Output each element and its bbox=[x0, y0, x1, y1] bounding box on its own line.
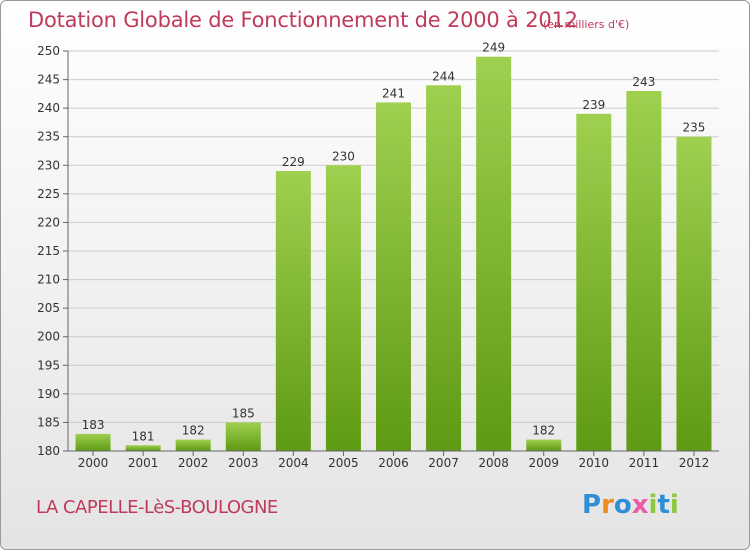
y-tick-label: 205 bbox=[37, 301, 60, 315]
data-label: 241 bbox=[382, 86, 405, 100]
logo-letter: i bbox=[648, 490, 658, 520]
data-label: 230 bbox=[332, 149, 355, 163]
y-tick-label: 230 bbox=[37, 158, 60, 172]
axes bbox=[63, 50, 719, 456]
labels: 180 185 190 195 200 205 210 215 220 225 230 235 240 2… bbox=[37, 41, 709, 470]
bar-2000 bbox=[75, 433, 111, 451]
data-label: 185 bbox=[232, 406, 255, 420]
x-tick-label: 2004 bbox=[278, 456, 309, 470]
y-tick-label: 190 bbox=[37, 387, 60, 401]
data-label: 249 bbox=[482, 41, 505, 55]
x-tick-label: 2008 bbox=[478, 456, 509, 470]
y-tick-label: 250 bbox=[37, 44, 60, 58]
y-tick-label: 225 bbox=[37, 187, 60, 201]
x-tick-label: 2009 bbox=[528, 456, 559, 470]
chart-subtitle: (en milliers d'€) bbox=[543, 18, 630, 31]
data-label: 244 bbox=[432, 69, 455, 83]
y-tick-label: 215 bbox=[37, 244, 60, 258]
bars bbox=[75, 56, 712, 452]
bar-2006 bbox=[376, 102, 411, 451]
logo-letter: t bbox=[657, 490, 670, 520]
data-label: 239 bbox=[582, 98, 605, 112]
data-label: 243 bbox=[632, 75, 655, 89]
data-label: 229 bbox=[282, 155, 305, 169]
logo-letter: x bbox=[631, 490, 649, 520]
logo-letter: r bbox=[601, 490, 614, 520]
x-tick-label: 2000 bbox=[78, 456, 109, 470]
data-label: 182 bbox=[532, 424, 555, 438]
x-tick-label: 2003 bbox=[228, 456, 259, 470]
bar-2002 bbox=[175, 439, 211, 451]
bar-2011 bbox=[626, 91, 662, 451]
proxiti-logo: Proxiti bbox=[582, 490, 679, 520]
bar-2001 bbox=[125, 445, 161, 451]
x-tick-label: 2002 bbox=[178, 456, 209, 470]
data-label: 181 bbox=[132, 429, 155, 443]
x-tick-label: 2010 bbox=[579, 456, 610, 470]
logo-letter: o bbox=[613, 490, 632, 520]
bar-2008 bbox=[476, 56, 512, 451]
bar-2010 bbox=[576, 113, 612, 451]
y-tick-label: 200 bbox=[37, 330, 60, 344]
bar-2004 bbox=[275, 171, 311, 451]
y-tick-label: 180 bbox=[37, 444, 60, 458]
y-tick-label: 240 bbox=[37, 101, 60, 115]
bar-2012 bbox=[676, 136, 712, 451]
bar-2009 bbox=[526, 439, 562, 451]
data-label: 182 bbox=[182, 424, 205, 438]
x-tick-label: 2005 bbox=[328, 456, 359, 470]
data-label: 235 bbox=[683, 121, 706, 135]
y-tick-label: 210 bbox=[37, 273, 60, 287]
x-tick-label: 2012 bbox=[679, 456, 710, 470]
x-tick-label: 2011 bbox=[629, 456, 660, 470]
logo-letter: P bbox=[582, 490, 602, 520]
y-tick-label: 185 bbox=[37, 415, 60, 429]
bar-2007 bbox=[426, 85, 462, 452]
bar-2003 bbox=[225, 422, 261, 451]
y-tick-label: 245 bbox=[37, 73, 60, 87]
chart-title: Dotation Globale de Fonctionnement de 20… bbox=[28, 8, 578, 32]
commune-name: LA CAPELLE-LèS-BOULOGNE bbox=[36, 497, 278, 518]
logo-letter: i bbox=[669, 490, 679, 520]
x-tick-label: 2001 bbox=[128, 456, 159, 470]
y-tick-label: 235 bbox=[37, 130, 60, 144]
x-tick-label: 2006 bbox=[378, 456, 409, 470]
data-label: 183 bbox=[82, 418, 105, 432]
y-tick-label: 195 bbox=[37, 358, 60, 372]
y-tick-label: 220 bbox=[37, 215, 60, 229]
x-tick-label: 2007 bbox=[428, 456, 459, 470]
bar-2005 bbox=[325, 165, 361, 452]
